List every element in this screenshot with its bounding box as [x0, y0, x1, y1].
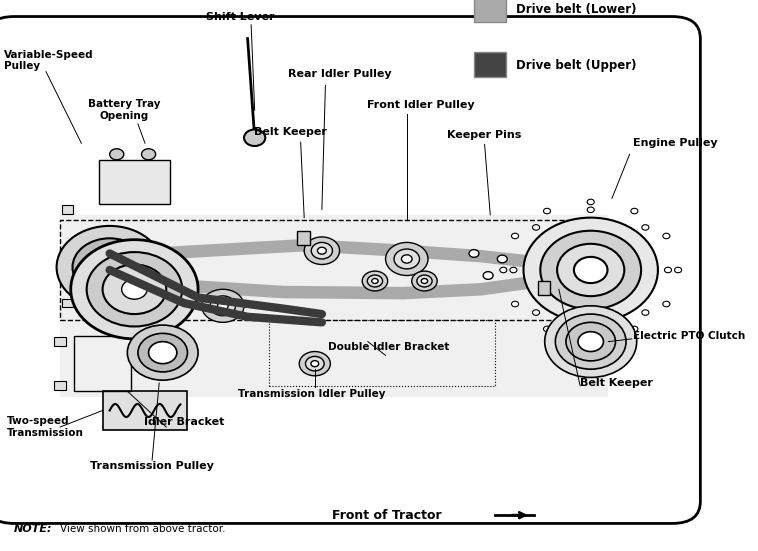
Bar	[474, 52, 506, 77]
Circle shape	[675, 267, 681, 273]
Circle shape	[311, 361, 318, 367]
Circle shape	[512, 233, 518, 239]
Circle shape	[566, 322, 615, 361]
Circle shape	[299, 352, 330, 376]
Circle shape	[665, 267, 672, 273]
Circle shape	[587, 327, 594, 333]
Circle shape	[244, 129, 265, 146]
Bar	[61, 249, 73, 258]
Circle shape	[483, 272, 493, 279]
Circle shape	[662, 301, 670, 307]
Circle shape	[587, 335, 594, 341]
Bar	[99, 160, 170, 204]
Text: Front of Tractor: Front of Tractor	[333, 509, 442, 522]
Bar	[60, 220, 609, 320]
Circle shape	[497, 255, 507, 263]
Text: Drive belt (Lower): Drive belt (Lower)	[516, 3, 637, 17]
Circle shape	[149, 342, 177, 364]
Text: Transmission Idler Pulley: Transmission Idler Pulley	[237, 389, 385, 399]
Circle shape	[368, 275, 383, 287]
Circle shape	[574, 257, 607, 283]
Circle shape	[86, 249, 133, 286]
Circle shape	[86, 252, 182, 326]
Circle shape	[318, 247, 326, 254]
Circle shape	[557, 244, 625, 296]
Circle shape	[469, 250, 479, 257]
Circle shape	[70, 240, 198, 339]
Circle shape	[524, 218, 658, 322]
Bar	[474, 0, 506, 22]
Circle shape	[587, 199, 594, 205]
Circle shape	[417, 275, 432, 287]
Circle shape	[142, 149, 155, 160]
Text: Engine Pulley: Engine Pulley	[633, 138, 718, 148]
Circle shape	[394, 249, 419, 269]
Circle shape	[122, 279, 147, 299]
Circle shape	[533, 310, 540, 315]
Bar	[297, 231, 310, 245]
Text: Drive belt (Upper): Drive belt (Upper)	[516, 58, 637, 72]
Text: Keeper Pins: Keeper Pins	[447, 130, 522, 140]
Circle shape	[631, 208, 638, 214]
Circle shape	[578, 332, 603, 352]
Circle shape	[57, 226, 163, 309]
Bar	[60, 215, 609, 397]
Circle shape	[110, 149, 124, 160]
Circle shape	[543, 208, 550, 214]
FancyBboxPatch shape	[0, 17, 700, 523]
Circle shape	[102, 264, 166, 314]
Bar	[102, 391, 187, 430]
Circle shape	[99, 259, 121, 276]
Circle shape	[304, 237, 340, 264]
Text: View shown from above tractor.: View shown from above tractor.	[60, 524, 226, 534]
Circle shape	[202, 289, 244, 322]
Circle shape	[642, 225, 649, 230]
Text: Double Idler Bracket: Double Idler Bracket	[328, 342, 449, 352]
Circle shape	[540, 231, 641, 309]
Circle shape	[73, 238, 147, 296]
Text: Shift Lever: Shift Lever	[206, 12, 275, 21]
Circle shape	[218, 302, 228, 310]
Text: Two-speed
Transmission: Two-speed Transmission	[7, 416, 84, 438]
Text: Battery Tray
Opening: Battery Tray Opening	[88, 99, 160, 121]
Bar	[537, 281, 550, 295]
Circle shape	[210, 296, 236, 316]
Text: Belt Keeper: Belt Keeper	[580, 378, 653, 388]
Circle shape	[312, 242, 333, 259]
Circle shape	[512, 301, 518, 307]
Circle shape	[386, 242, 428, 276]
Text: Variable-Speed
Pulley: Variable-Speed Pulley	[4, 50, 93, 72]
Circle shape	[362, 271, 387, 291]
Text: Belt Keeper: Belt Keeper	[254, 127, 327, 137]
Text: Electric PTO Clutch: Electric PTO Clutch	[633, 331, 745, 341]
Bar	[61, 299, 73, 307]
Text: Idler Bracket: Idler Bracket	[144, 417, 224, 426]
Circle shape	[662, 233, 670, 239]
Circle shape	[412, 271, 437, 291]
Circle shape	[556, 314, 626, 369]
Circle shape	[371, 279, 378, 283]
Circle shape	[138, 333, 187, 372]
Circle shape	[543, 326, 550, 332]
Circle shape	[510, 267, 517, 273]
Circle shape	[642, 310, 649, 315]
Bar	[55, 337, 66, 346]
Text: Rear Idler Pulley: Rear Idler Pulley	[288, 69, 391, 79]
Text: NOTE:: NOTE:	[14, 524, 52, 534]
Bar	[55, 381, 66, 390]
Text: Front Idler Pulley: Front Idler Pulley	[367, 100, 475, 110]
Circle shape	[127, 325, 198, 380]
Circle shape	[421, 279, 428, 283]
Circle shape	[500, 267, 507, 273]
Bar	[269, 320, 495, 386]
Bar	[74, 336, 131, 391]
Circle shape	[402, 255, 412, 263]
Circle shape	[533, 225, 540, 230]
Text: Transmission Pulley: Transmission Pulley	[90, 461, 214, 471]
Circle shape	[305, 356, 324, 371]
Circle shape	[587, 207, 594, 213]
Circle shape	[631, 326, 638, 332]
Bar	[61, 205, 73, 214]
Circle shape	[545, 306, 637, 377]
